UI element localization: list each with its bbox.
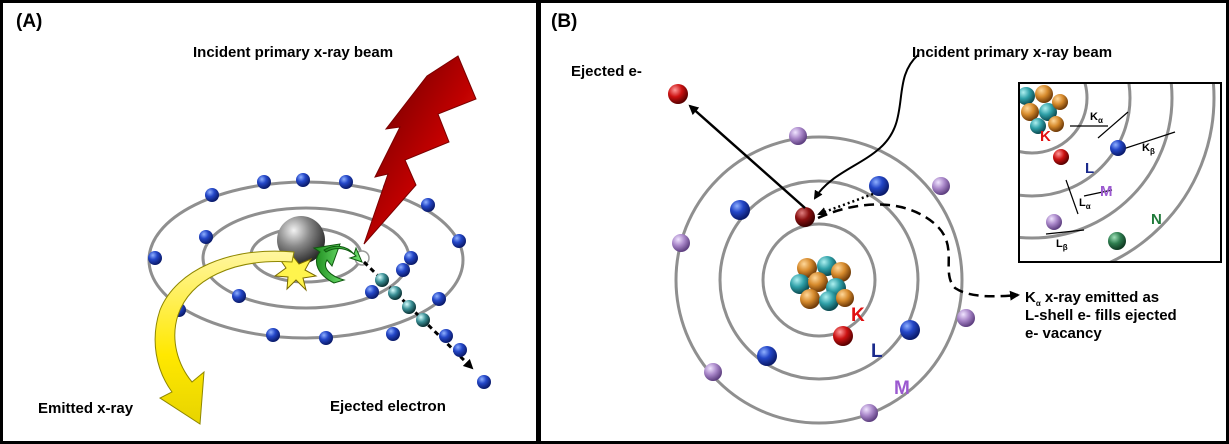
emission-line-1: Kα x-ray emitted as — [1025, 289, 1159, 308]
electron-trail — [375, 273, 389, 287]
inset-k-electron — [1053, 149, 1069, 165]
m-shell-label: M — [894, 378, 910, 399]
flash-burst-icon — [273, 254, 318, 292]
ejected-electron-label: Ejected electron — [330, 398, 446, 415]
inset-l-beta-sub: β — [1063, 243, 1068, 252]
k-electron — [833, 326, 853, 346]
emitted-xray-label: Emitted x-ray — [38, 400, 134, 417]
emitted-xray-arrow-icon — [154, 250, 295, 425]
m-electron — [704, 363, 722, 381]
emission-line-2: L-shell e- fills ejected — [1025, 307, 1177, 324]
electron — [199, 230, 213, 244]
k-alpha-emission-arrow — [817, 203, 1020, 301]
inset-nucleus-icon — [1020, 85, 1068, 134]
inset-l-alpha-sub: α — [1086, 202, 1091, 211]
incident-beam-label-a: Incident primary x-ray beam — [193, 44, 393, 61]
electron — [339, 175, 353, 189]
l-electron — [900, 320, 920, 340]
k-alpha-base: K — [1025, 289, 1036, 306]
m-electron — [789, 127, 807, 145]
inset-n-electron — [1108, 232, 1126, 250]
m-electron — [672, 234, 690, 252]
electron-trail — [439, 329, 453, 343]
k-shell — [761, 222, 877, 338]
electron — [205, 188, 219, 202]
l-shell-label: L — [871, 341, 883, 362]
electron — [365, 285, 379, 299]
electron — [296, 173, 310, 187]
incident-beam-label-b: Incident primary x-ray beam — [912, 44, 1112, 61]
inset-k-beta-base: K — [1142, 142, 1150, 154]
panel-b-label: (B) — [551, 11, 577, 32]
electron-trail — [453, 343, 467, 357]
inset-l-label: L — [1085, 160, 1094, 177]
inset-m-label: M — [1100, 183, 1113, 200]
m-shell — [674, 135, 964, 425]
inset-k-alpha: Kα — [1090, 111, 1103, 125]
inset-l-alpha: Lα — [1079, 197, 1091, 211]
electron — [386, 327, 400, 341]
electron-trail — [388, 286, 402, 300]
m-electron — [932, 177, 950, 195]
electron — [148, 251, 162, 265]
l-shell — [718, 179, 920, 381]
inset-m-electron — [1046, 214, 1062, 230]
inset-k-label: K — [1040, 128, 1051, 145]
ejection-arrow — [688, 104, 806, 209]
m-electron — [957, 309, 975, 327]
transition-arrow-icon — [312, 243, 346, 284]
xray-lightning-icon — [363, 55, 477, 245]
ejected-e-label: Ejected e- — [571, 63, 642, 80]
electron — [266, 328, 280, 342]
panel-a-label: (A) — [16, 11, 42, 32]
panel-a: (A) — [0, 0, 539, 444]
electron — [396, 263, 410, 277]
electron — [257, 175, 271, 189]
k-shell-label: K — [851, 305, 865, 326]
inset-k-alpha-sub: α — [1098, 116, 1103, 125]
nucleus-icon — [790, 256, 854, 311]
m-electron — [860, 404, 878, 422]
electron-trail — [416, 313, 430, 327]
k-alpha-sub: α — [1036, 299, 1041, 308]
inset-l-beta: Lβ — [1056, 238, 1068, 252]
inset-l-electron — [1110, 140, 1126, 156]
emission-line-1-rest: x-ray emitted as — [1041, 289, 1159, 306]
ejected-electron — [668, 84, 688, 104]
panel-b: (B) — [538, 0, 1229, 444]
l-electron — [730, 200, 750, 220]
inset-l-alpha-base: L — [1079, 197, 1086, 209]
electron — [432, 292, 446, 306]
vacancy-electron — [795, 207, 815, 227]
electron — [421, 198, 435, 212]
inset-n-label: N — [1151, 211, 1162, 228]
electron — [452, 234, 466, 248]
inset-k-beta: Kβ — [1142, 142, 1155, 156]
ejected-electron — [477, 375, 491, 389]
electron — [319, 331, 333, 345]
electron-trail — [402, 300, 416, 314]
inset-k-alpha-base: K — [1090, 111, 1098, 123]
transition-arrow-head — [323, 245, 363, 263]
l-electron — [757, 346, 777, 366]
transition-inset: K L M N Kα Kβ Lα Lβ — [1018, 82, 1222, 263]
emission-line-3: e- vacancy — [1025, 325, 1102, 342]
electron — [404, 251, 418, 265]
inset-k-beta-sub: β — [1150, 147, 1155, 156]
emission-caption: Kα x-ray emitted as L-shell e- fills eje… — [1025, 289, 1177, 342]
l-electron — [869, 176, 889, 196]
inset-l-beta-base: L — [1056, 238, 1063, 250]
electron — [232, 289, 246, 303]
incident-beam-arrow — [813, 54, 919, 200]
